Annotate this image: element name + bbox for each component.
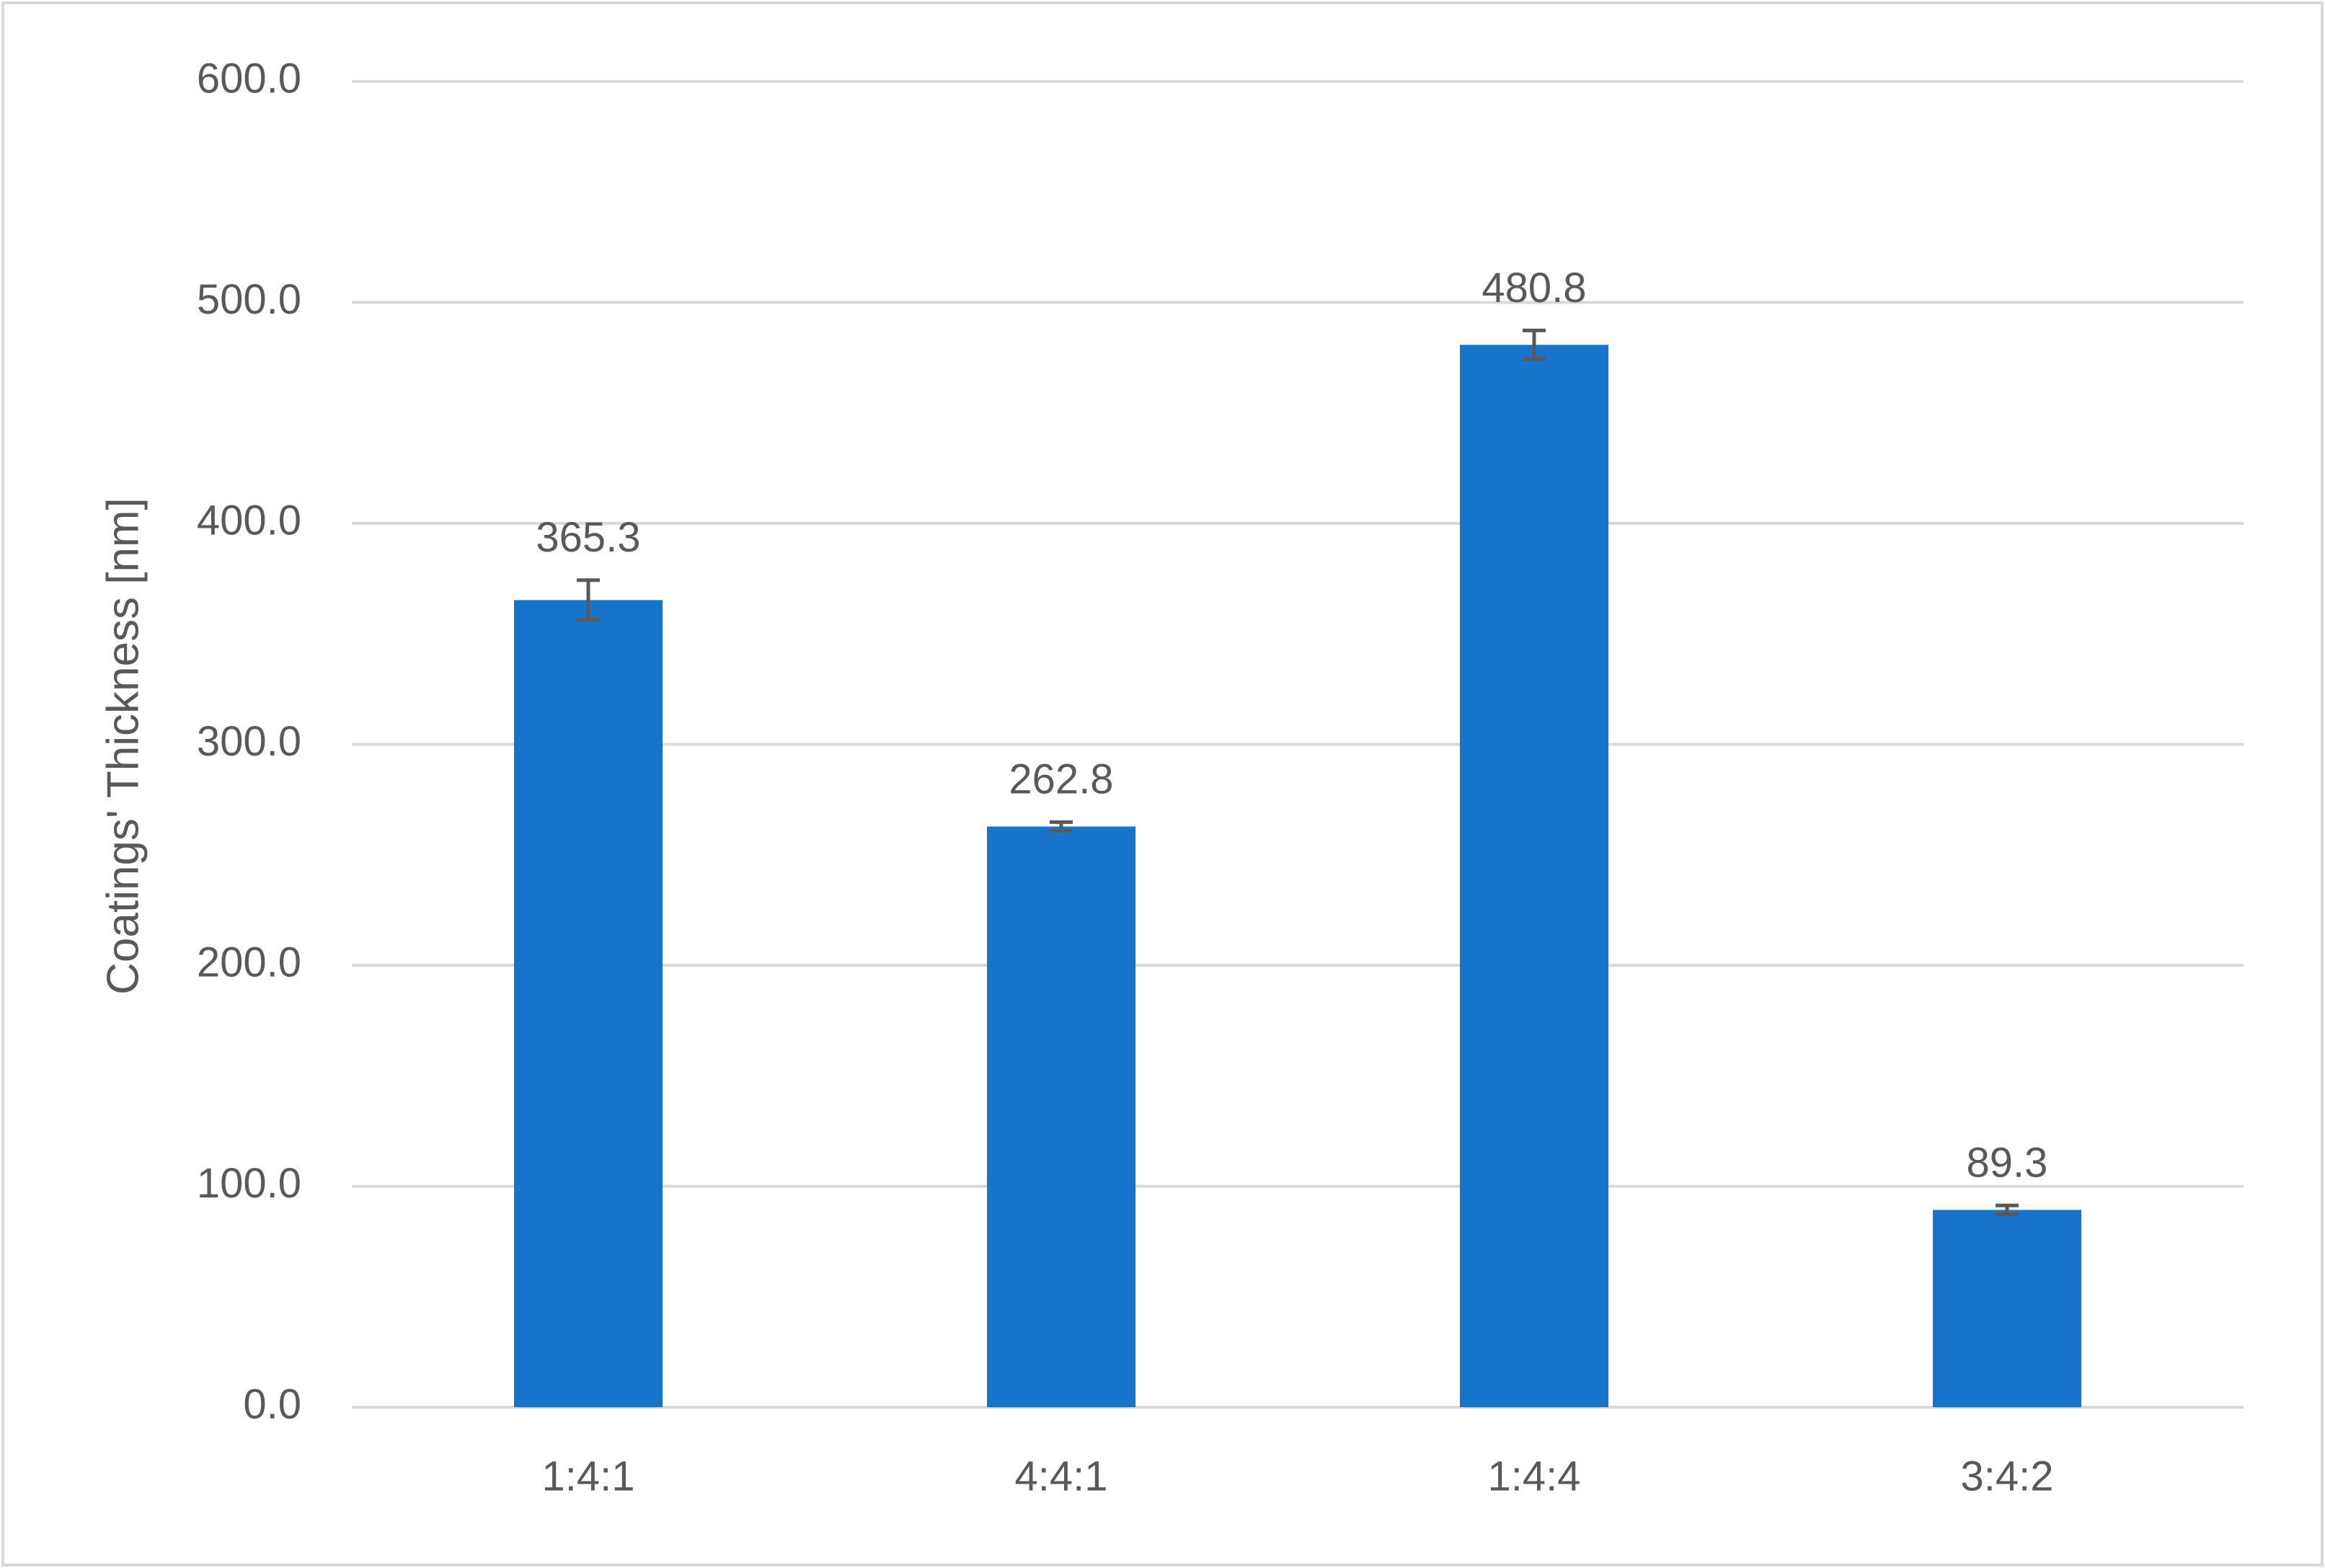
y-tick-label: 400.0 — [197, 497, 301, 544]
y-tick-label: 300.0 — [197, 718, 301, 765]
x-tick-label: 1:4:1 — [542, 1453, 635, 1500]
error-bar — [1996, 1203, 2019, 1216]
value-label: 365.3 — [536, 514, 640, 561]
x-tick-label: 3:4:2 — [1961, 1453, 2054, 1500]
y-axis-title: Coatings' Thickness [nm] — [98, 497, 148, 995]
bar — [514, 600, 663, 1408]
error-bar — [577, 578, 600, 622]
error-bar — [1523, 328, 1546, 361]
y-tick-label: 500.0 — [197, 276, 301, 323]
value-label: 262.8 — [1009, 756, 1113, 803]
y-tick-label: 600.0 — [197, 55, 301, 102]
bar — [1460, 345, 1608, 1407]
y-tick-label: 0.0 — [243, 1381, 301, 1427]
y-tick-label: 100.0 — [197, 1160, 301, 1207]
bar — [1933, 1210, 2081, 1407]
x-tick-label: 4:4:1 — [1015, 1453, 1108, 1500]
value-label: 480.8 — [1482, 265, 1586, 311]
error-bar — [1050, 820, 1073, 833]
x-tick-label: 1:4:4 — [1488, 1453, 1581, 1500]
y-tick-label: 200.0 — [197, 939, 301, 985]
value-label: 89.3 — [1967, 1139, 2048, 1186]
bar — [987, 826, 1135, 1407]
